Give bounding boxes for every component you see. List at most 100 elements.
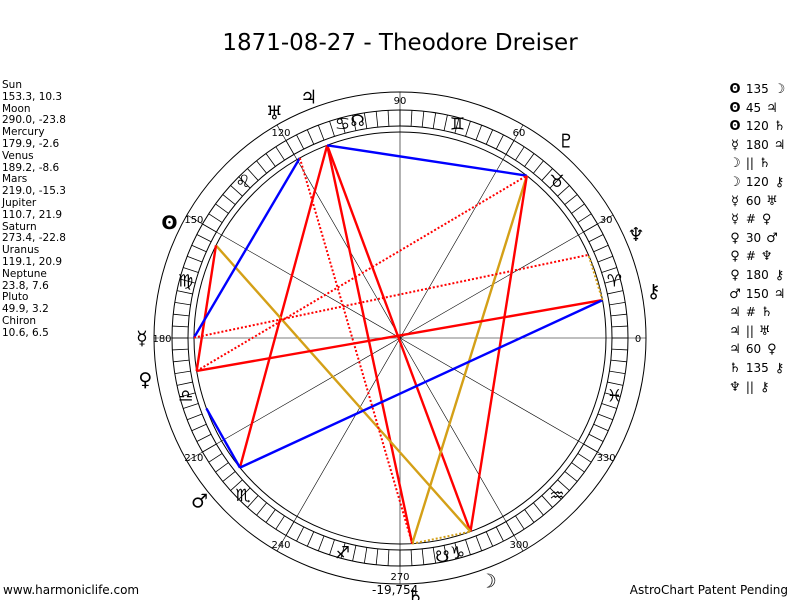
- degree-tick: [238, 176, 251, 189]
- degree-tick: [607, 381, 624, 386]
- degree-label: 210: [184, 453, 203, 464]
- aspect-planet-a: ♀: [730, 249, 740, 265]
- degree-label: 30: [600, 215, 613, 226]
- zodiac-sign-icon: ♋: [335, 115, 350, 135]
- degree-tick: [174, 370, 191, 375]
- aspect-type: #: [742, 212, 760, 227]
- aspect-planet-b: ⚷: [759, 379, 770, 395]
- planet-name-moon: Moon: [2, 102, 31, 115]
- zodiac-sign-icon: ♓: [607, 386, 622, 406]
- aspect-planet-a: ☽: [729, 174, 741, 190]
- aspect-planet-b: ♂: [766, 230, 778, 246]
- aspect-line: [205, 407, 241, 469]
- planet-coords-pluto: 49.9, 3.2: [2, 303, 49, 316]
- aspect-line: [327, 144, 528, 177]
- planet-chiron-icon: ⚷: [647, 281, 661, 303]
- degree-label: 120: [271, 128, 290, 139]
- degree-tick: [247, 495, 259, 508]
- degree-tick: [601, 267, 617, 273]
- degree-tick: [275, 146, 285, 161]
- aspect-row: ♄ 135 ⚷: [728, 359, 787, 378]
- aspect-row: ♀ # ♆: [728, 247, 787, 266]
- zodiac-sign-icon: ♐: [335, 543, 350, 563]
- degree-tick: [222, 194, 236, 205]
- degree-tick: [541, 168, 553, 181]
- degree-tick: [329, 539, 335, 555]
- zodiac-sign-icon: ♈: [607, 272, 622, 292]
- aspect-type: ||: [742, 379, 758, 394]
- degree-tick: [176, 290, 193, 295]
- aspect-row: ʘ 135 ☽: [728, 80, 787, 99]
- degree-tick: [443, 545, 448, 562]
- planet-coords-moon: 290.0, -23.8: [2, 114, 66, 127]
- degree-tick: [375, 111, 379, 128]
- degree-tick: [465, 539, 471, 555]
- aspect-row: ʘ 120 ♄: [728, 117, 787, 136]
- planet-venus-icon: ♀: [138, 369, 152, 391]
- aspect-line: [326, 144, 472, 532]
- aspect-line: [192, 157, 301, 339]
- house-spoke: [399, 337, 614, 462]
- degree-tick: [340, 542, 346, 559]
- aspect-row: ♀ 30 ♂: [728, 229, 787, 248]
- degree-tick: [610, 359, 627, 363]
- degree-tick: [610, 313, 627, 317]
- degree-tick: [230, 479, 243, 491]
- planet-uranus-icon: ♅: [266, 103, 283, 125]
- degree-tick: [296, 526, 305, 542]
- aspect-planet-a: ♃: [729, 342, 741, 358]
- degree-tick: [524, 153, 535, 167]
- house-spoke: [276, 124, 401, 339]
- degree-tick: [421, 111, 425, 128]
- aspect-line: [587, 254, 604, 301]
- degree-tick: [183, 267, 199, 273]
- aspect-type: ||: [742, 323, 758, 338]
- degree-label: 330: [597, 453, 616, 464]
- aspect-planet-b: ⚷: [774, 174, 785, 190]
- planet-name-uranus: Uranus: [2, 244, 40, 257]
- planet-coords-mars: 219.0, -15.3: [2, 185, 66, 198]
- planet-coords-sun: 153.3, 10.3: [2, 90, 63, 103]
- zodiac-sign-icon: ♎: [178, 386, 193, 406]
- aspect-type: 180: [742, 267, 773, 282]
- zodiac-sign-icon: ♒: [549, 486, 564, 506]
- chart-title: 1871-08-27 - Theodore Dreiser: [222, 30, 578, 56]
- aspect-row: ☿ # ♀: [728, 210, 787, 229]
- aspect-line: [196, 298, 603, 373]
- degree-label: 180: [152, 334, 171, 345]
- degree-tick: [306, 129, 315, 145]
- planet-coords-jupiter: 110.7, 21.9: [2, 208, 63, 221]
- planet-sun-icon: ʘ: [161, 212, 177, 234]
- aspect-row: ♃ # ♄: [728, 303, 787, 322]
- aspect-planet-a: ☿: [731, 212, 739, 228]
- degree-tick: [238, 487, 251, 500]
- planet-name-neptune: Neptune: [2, 267, 47, 280]
- aspect-row: ☿ 180 ♃: [728, 136, 787, 155]
- zodiac-sign-icon: ♌: [235, 172, 250, 192]
- planet-mars-icon: ♂: [191, 490, 208, 512]
- zodiac-sign-icon: ♏: [235, 486, 250, 506]
- aspect-planet-a: ♀: [730, 267, 740, 283]
- degree-tick: [495, 134, 504, 150]
- degree-tick: [363, 112, 368, 129]
- degree-label: 240: [271, 540, 290, 551]
- aspect-planet-b: ♄: [758, 156, 771, 172]
- planet-coords-venus: 189.2, -8.6: [2, 161, 60, 174]
- degree-tick: [597, 255, 613, 263]
- degree-tick: [588, 433, 604, 442]
- degree-tick: [609, 301, 626, 306]
- planet-neptune-icon: ♆: [628, 224, 645, 246]
- degree-tick: [187, 413, 203, 421]
- degree-tick: [179, 392, 196, 398]
- degree-tick: [196, 234, 212, 243]
- degree-tick: [475, 125, 483, 141]
- aspect-line: [326, 145, 414, 544]
- degree-tick: [256, 160, 267, 174]
- aspect-planet-a: ☽: [729, 156, 741, 172]
- aspect-row: ♀ 180 ⚷: [728, 266, 787, 285]
- site-link[interactable]: www.harmoniclife.com: [3, 583, 140, 597]
- aspect-type: 180: [742, 137, 773, 152]
- lunar-node-icon: ☋: [435, 547, 449, 566]
- degree-tick: [173, 359, 190, 363]
- aspect-row: ☿ 60 ♅: [728, 192, 787, 211]
